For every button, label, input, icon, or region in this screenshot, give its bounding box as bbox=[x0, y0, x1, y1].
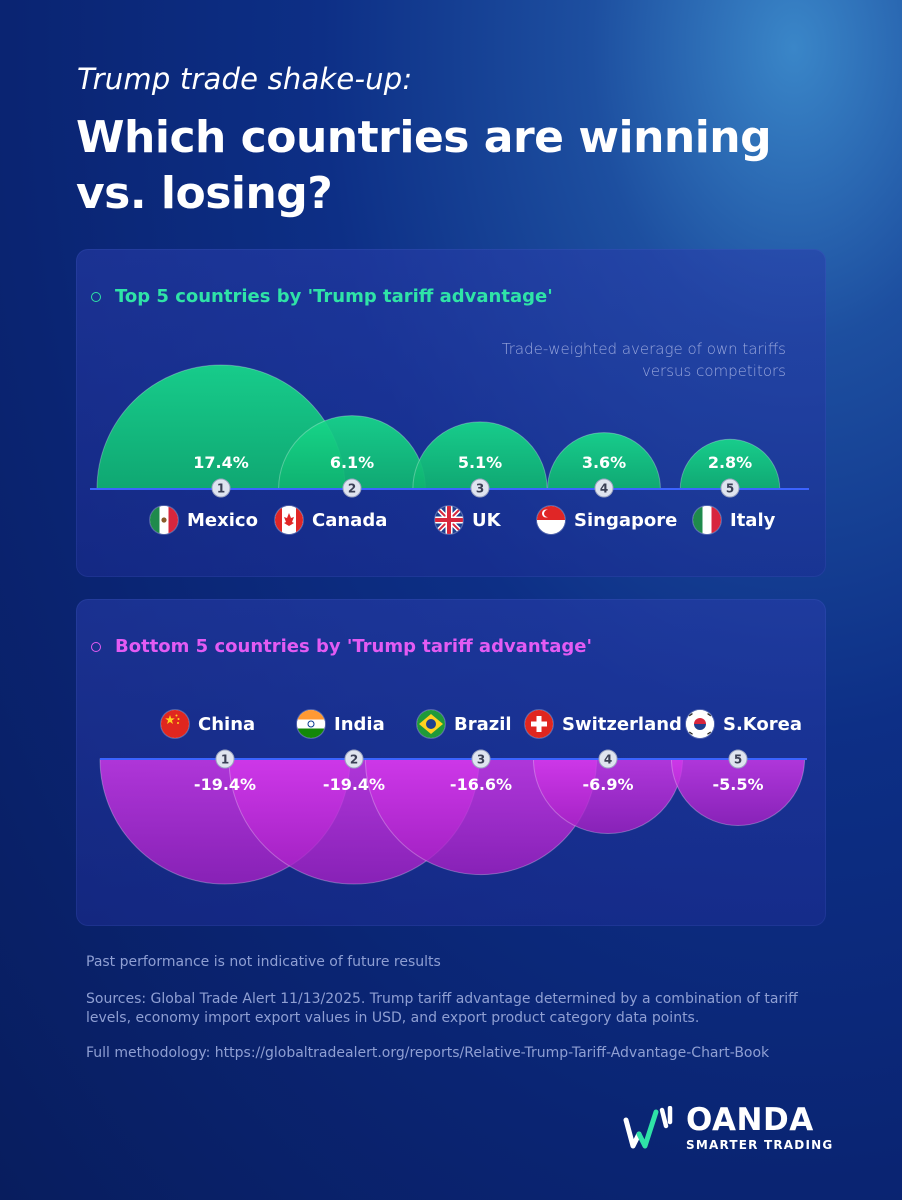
country-name: Switzerland bbox=[562, 713, 682, 735]
country-label-uk: UK bbox=[435, 506, 501, 534]
value-label: -16.6% bbox=[450, 775, 512, 794]
top-countries-panel: Top 5 countries by 'Trump tariff advanta… bbox=[76, 249, 826, 577]
country-label-switzerland: Switzerland bbox=[525, 710, 682, 738]
rank-number: 5 bbox=[734, 753, 742, 767]
country-name: S.Korea bbox=[723, 713, 803, 735]
chart-note: Trade-weighted average of own tariffs ve… bbox=[501, 340, 786, 380]
top-panel-heading-text: Top 5 countries by 'Trump tariff advanta… bbox=[115, 286, 553, 307]
mexico-flag-icon bbox=[150, 506, 178, 534]
india-flag-icon bbox=[297, 710, 325, 738]
rank-badge: 5 bbox=[720, 478, 740, 498]
methodology-text: Full methodology: https://globaltradeale… bbox=[86, 1045, 770, 1061]
oanda-logo-icon bbox=[623, 1105, 673, 1148]
rank-number: 4 bbox=[604, 753, 612, 767]
rank-number: 5 bbox=[726, 482, 734, 496]
bubble-switzerland bbox=[532, 758, 684, 834]
country-label-china: China bbox=[161, 710, 255, 738]
bubble-skorea bbox=[670, 758, 806, 826]
value-label: 5.1% bbox=[458, 453, 502, 472]
value-label: -6.9% bbox=[582, 775, 633, 794]
rank-number: 1 bbox=[221, 753, 229, 767]
country-name: UK bbox=[472, 509, 501, 531]
sources-text: Sources: Global Trade Alert 11/13/2025. … bbox=[86, 991, 798, 1026]
rank-number: 2 bbox=[350, 753, 358, 767]
rank-number: 4 bbox=[600, 482, 608, 496]
country-label-mexico: Mexico bbox=[150, 506, 258, 534]
rank-number: 2 bbox=[348, 482, 356, 496]
china-flag-icon bbox=[161, 710, 189, 738]
south-korea-flag-icon bbox=[686, 710, 714, 738]
circle-icon bbox=[91, 291, 101, 302]
value-label: 2.8% bbox=[708, 453, 752, 472]
value-label: 6.1% bbox=[330, 453, 374, 472]
bottom-countries-chart: -19.4% 1 -19.4% 2 -16.6% 3 -6.9% 4 -5.5% 5 bbox=[99, 749, 807, 885]
bottom-panel-heading-text: Bottom 5 countries by 'Trump tariff adva… bbox=[115, 636, 592, 657]
italy-flag-icon bbox=[693, 506, 721, 534]
page-title: Which countries are winning vs. losing? bbox=[76, 112, 772, 219]
singapore-flag-icon bbox=[537, 506, 565, 534]
country-label-s-korea: S.Korea bbox=[686, 710, 802, 738]
logo-name: OANDA bbox=[686, 1102, 814, 1138]
rank-badge: 4 bbox=[594, 478, 614, 498]
top-countries-chart: 17.4% 1 6.1% 2 5.1% 3 3.6% 4 2.8% 5 bbox=[90, 364, 809, 498]
rank-badge: 2 bbox=[342, 478, 362, 498]
bubble-singapore bbox=[547, 432, 661, 490]
country-label-singapore: Singapore bbox=[537, 506, 677, 534]
disclaimer-text: Past performance is not indicative of fu… bbox=[86, 954, 441, 970]
rank-number: 3 bbox=[476, 482, 484, 496]
country-label-italy: Italy bbox=[693, 506, 775, 534]
rank-number: 3 bbox=[477, 753, 485, 767]
top-panel-heading: Top 5 countries by 'Trump tariff advanta… bbox=[91, 286, 553, 307]
rank-badge: 3 bbox=[470, 478, 490, 498]
country-label-india: India bbox=[297, 710, 385, 738]
canada-flag-icon bbox=[275, 506, 303, 534]
rank-badge: 4 bbox=[598, 749, 618, 769]
rank-number: 1 bbox=[217, 482, 225, 496]
subtitle: Trump trade shake-up: bbox=[77, 62, 413, 96]
country-name: Italy bbox=[730, 509, 776, 531]
circle-icon bbox=[91, 641, 101, 652]
bottom-panel-heading: Bottom 5 countries by 'Trump tariff adva… bbox=[91, 636, 592, 657]
value-label: -19.4% bbox=[194, 775, 256, 794]
value-label: -19.4% bbox=[323, 775, 385, 794]
switzerland-flag-icon bbox=[525, 710, 553, 738]
value-label: 3.6% bbox=[582, 453, 626, 472]
country-name: Mexico bbox=[187, 509, 258, 531]
rank-badge: 2 bbox=[344, 749, 364, 769]
bubble-italy bbox=[679, 439, 781, 490]
value-label: 17.4% bbox=[193, 453, 249, 472]
value-label: -5.5% bbox=[712, 775, 763, 794]
country-name: Canada bbox=[312, 509, 388, 531]
logo-tagline: SMARTER TRADING bbox=[686, 1138, 834, 1152]
bubble-uk bbox=[412, 421, 548, 490]
rank-badge: 1 bbox=[215, 749, 235, 769]
brazil-flag-icon bbox=[417, 710, 445, 738]
country-label-canada: Canada bbox=[275, 506, 387, 534]
bottom-countries-panel: Bottom 5 countries by 'Trump tariff adva… bbox=[76, 599, 826, 926]
rank-badge: 1 bbox=[211, 478, 231, 498]
country-label-brazil: Brazil bbox=[417, 710, 512, 738]
uk-flag-icon bbox=[435, 506, 463, 534]
country-name: Brazil bbox=[454, 713, 512, 735]
country-name: China bbox=[198, 713, 256, 735]
country-name: Singapore bbox=[574, 509, 678, 531]
rank-badge: 3 bbox=[471, 749, 491, 769]
country-name: India bbox=[334, 713, 385, 735]
rank-badge: 5 bbox=[728, 749, 748, 769]
oanda-logo: OANDA SMARTER TRADING bbox=[622, 1105, 833, 1152]
